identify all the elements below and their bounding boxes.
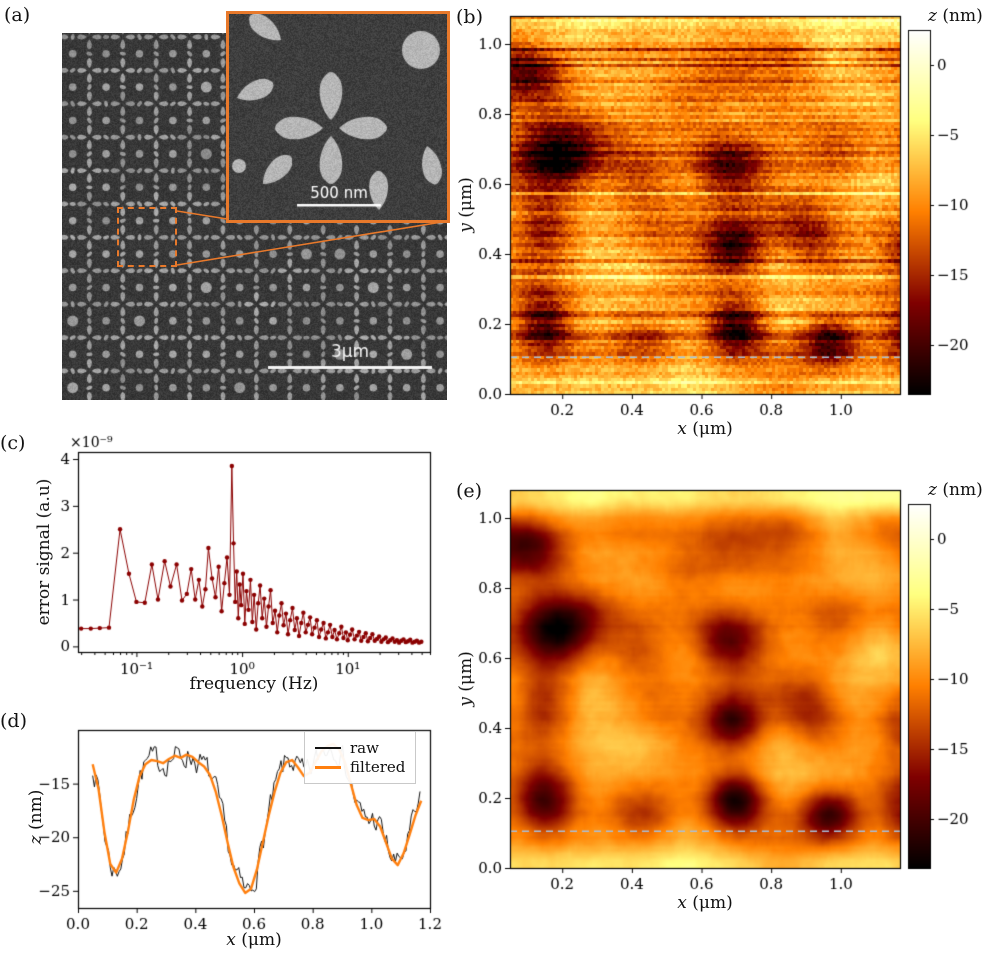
legend-item-raw: raw [315,740,405,756]
profile-legend: raw filtered [304,731,417,784]
panel-e-ylabel: y (μm) [456,651,476,706]
panel-label-a: (a) [4,4,31,26]
sem-inset-zoom [226,11,450,223]
panel-label-d: (d) [0,710,27,732]
legend-swatch-raw [315,747,341,749]
xlabel-var: x [677,893,687,913]
ylabel-var: z [26,835,46,845]
panel-d-xlabel: x (μm) [226,930,281,950]
panel-b-xlabel: x (μm) [677,419,732,439]
xlabel-var: x [677,419,687,439]
cbar-unit: (nm) [936,480,983,500]
panel-c-xlabel: frequency (Hz) [189,674,319,694]
legend-label-filtered: filtered [350,758,406,776]
legend-swatch-filtered [315,765,341,769]
xlabel-unit: (μm) [686,893,733,913]
panel-label-c: (c) [0,432,26,454]
ylabel-unit: (μm) [456,651,476,698]
afm-topography-raw-heatmap [452,4,980,450]
cbar-unit: (nm) [936,6,983,26]
xlabel-unit: (μm) [235,930,282,950]
legend-item-filtered: filtered [315,759,405,775]
panel-b-ylabel: y (μm) [456,177,476,232]
zoom-region-box [117,207,177,267]
error-spectrum-plot [22,434,458,692]
panel-b-colorbar-title: z (nm) [928,6,983,26]
cbar-var: z [928,480,937,500]
cbar-var: z [928,6,937,26]
panel-e-xlabel: x (μm) [677,893,732,913]
xlabel-unit: (μm) [686,419,733,439]
ylabel-unit: (nm) [26,789,46,836]
xlabel-var: x [226,930,236,950]
panel-d-ylabel: z (nm) [26,790,46,845]
panel-e-colorbar-title: z (nm) [928,480,983,500]
legend-label-raw: raw [350,739,379,757]
ylabel-unit: (μm) [456,177,476,224]
panel-c-ylabel: error signal (a.u) [34,478,54,626]
ylabel-var: y [456,697,476,707]
afm-topography-filtered-heatmap [452,478,980,924]
ylabel-var: y [456,223,476,233]
